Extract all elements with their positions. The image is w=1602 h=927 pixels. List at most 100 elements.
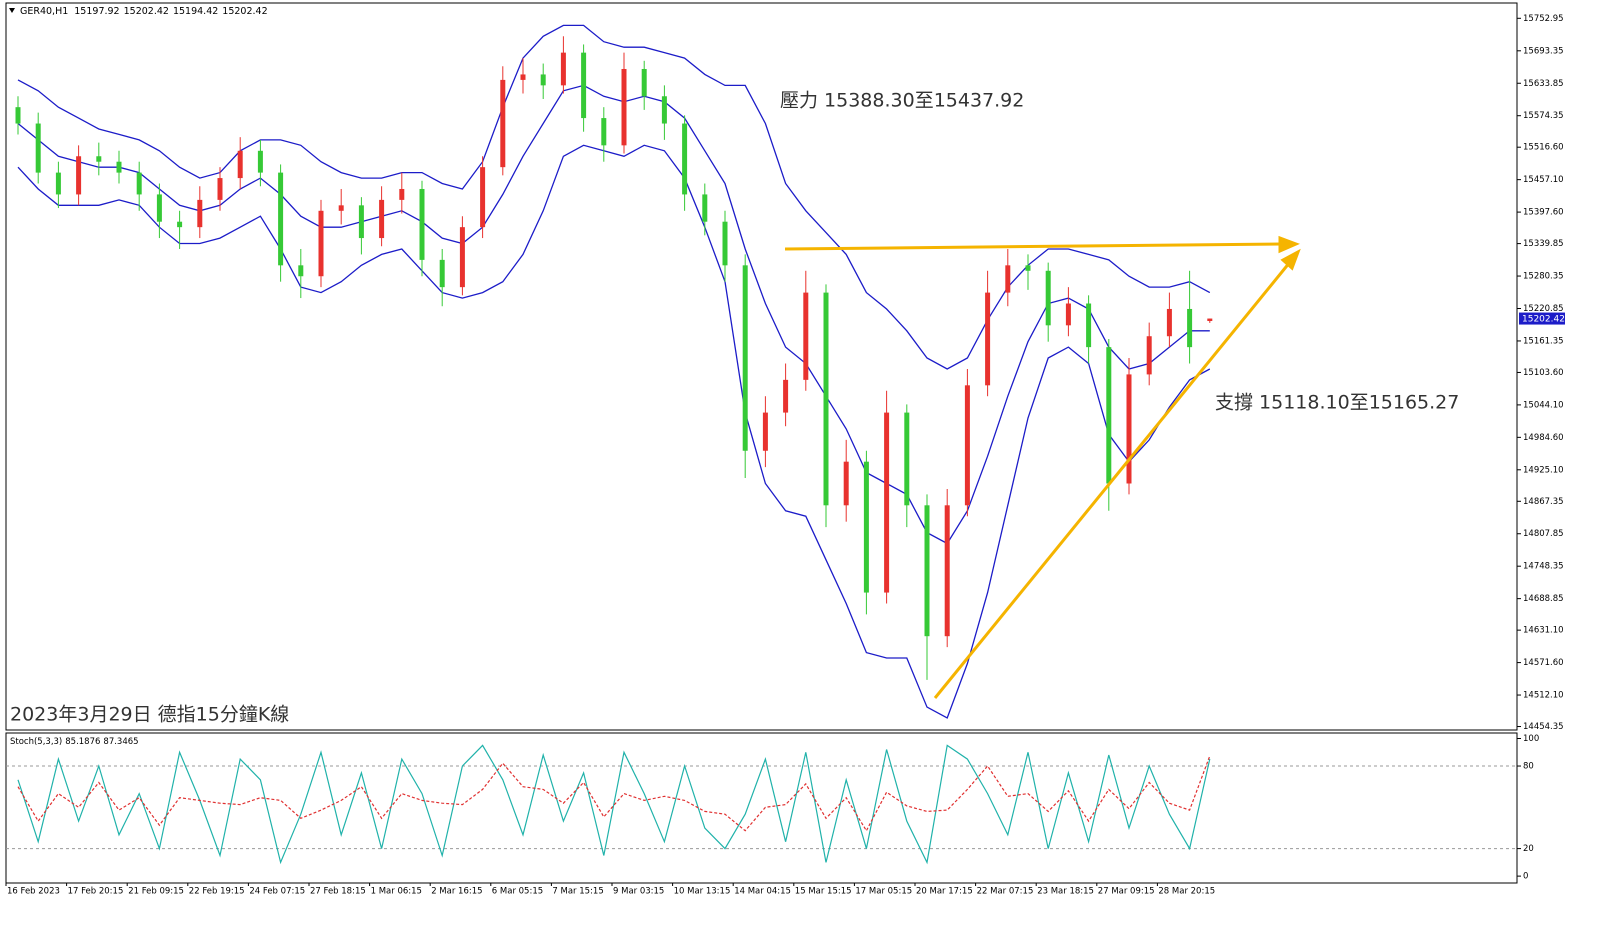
x-tick-label: 17 Mar 05:15 — [855, 887, 912, 897]
y-tick-label: 15574.35 — [1523, 111, 1564, 121]
candle-body — [702, 194, 708, 222]
y-tick-label: 14867.35 — [1523, 497, 1564, 507]
stoch-header: Stoch(5,3,3) 85.1876 87.3465 — [10, 737, 139, 747]
close: 15202.42 — [222, 6, 267, 17]
y-tick-label: 15693.35 — [1523, 46, 1564, 56]
arrow-head — [1280, 248, 1301, 271]
candle-body — [1045, 270, 1051, 326]
candle-body — [1207, 318, 1213, 322]
candle-body — [217, 178, 223, 200]
axes: 15752.95 15693.35 15633.85 15574.35 15516.60… — [5, 14, 1565, 897]
candle-body — [560, 52, 566, 86]
candle-body — [762, 412, 768, 451]
y-tick-label: 15280.35 — [1523, 272, 1564, 282]
candle-body — [197, 199, 203, 228]
x-tick-label: 1 Mar 06:15 — [371, 887, 422, 897]
x-tick-label: 28 Mar 20:15 — [1158, 887, 1215, 897]
x-tick-label: 6 Mar 05:15 — [492, 887, 543, 897]
y-tick-label: 14748.35 — [1523, 562, 1564, 572]
candle-body — [1187, 308, 1193, 348]
annotation: 壓力 15388.30至15437.92 — [780, 90, 1024, 112]
x-tick-label: 22 Mar 07:15 — [977, 887, 1034, 897]
arrow-head — [1278, 235, 1300, 254]
x-tick-label: 20 Mar 17:15 — [916, 887, 973, 897]
candle-body — [156, 194, 162, 222]
x-tick-label: 24 Feb 07:15 — [249, 887, 305, 897]
candle-body — [843, 461, 849, 506]
candle-body — [379, 199, 385, 239]
open: 15197.92 — [74, 6, 119, 17]
trendlines — [784, 235, 1301, 699]
candle-body — [1005, 265, 1011, 293]
x-tick-label: 2 Mar 16:15 — [431, 887, 482, 897]
candle-body — [237, 150, 243, 179]
candle-body — [298, 265, 304, 277]
candle-body — [601, 118, 607, 146]
candle-body — [783, 379, 789, 413]
candle-body — [338, 205, 344, 211]
candle-body — [136, 172, 142, 195]
candle-body — [76, 156, 82, 195]
band-line — [17, 144, 1211, 719]
y-tick-label: 15397.60 — [1523, 208, 1564, 218]
collapse-icon[interactable] — [9, 8, 15, 13]
x-tick-label: 7 Mar 15:15 — [552, 887, 603, 897]
y-tick-label: 14631.10 — [1523, 626, 1564, 636]
price-plot — [15, 24, 1213, 719]
y-tick-label: 14512.10 — [1523, 691, 1564, 701]
candle-body — [35, 123, 41, 173]
candle-body — [661, 96, 667, 124]
candle-body — [944, 505, 950, 637]
x-tick-label: 10 Mar 13:15 — [674, 887, 731, 897]
candle-body — [823, 292, 829, 506]
price-panel — [5, 2, 1518, 731]
candle-body — [278, 172, 284, 266]
candle-body — [55, 172, 61, 195]
candle-body — [884, 412, 890, 593]
y-tick-label: 15103.60 — [1523, 368, 1564, 378]
header: GER40,H1 15197.92 15202.42 15194.42 15202.42 — [20, 6, 268, 17]
y-tick-label: 14925.10 — [1523, 465, 1564, 475]
candle-body — [1146, 336, 1152, 375]
symbol: GER40,H1 — [20, 6, 68, 17]
candle-body — [1126, 374, 1132, 484]
support-line — [933, 261, 1292, 699]
candle-body — [177, 221, 183, 228]
y-tick-label: 15161.35 — [1523, 336, 1564, 346]
y-tick-label: 15339.85 — [1523, 239, 1564, 249]
y-tick-label: 100 — [1523, 734, 1539, 744]
y-tick-label: 15633.85 — [1523, 79, 1564, 89]
candle-body — [682, 123, 688, 195]
candle-body — [399, 188, 405, 200]
stoch-main: 85.1876 — [65, 737, 100, 747]
resistance-line — [784, 242, 1283, 251]
y-tick-label: 14807.85 — [1523, 529, 1564, 539]
annotation: 支撐 15118.10至15165.27 — [1215, 392, 1459, 414]
y-tick-label: 20 — [1523, 844, 1534, 854]
y-tick-label: 15044.10 — [1523, 400, 1564, 410]
band-line — [17, 24, 1211, 370]
x-tick-label: 27 Mar 09:15 — [1098, 887, 1155, 897]
candle-body — [641, 68, 647, 97]
price-box — [1519, 312, 1565, 325]
candle-body — [1166, 308, 1172, 337]
candle-body — [1086, 303, 1092, 348]
candle-body — [863, 461, 869, 593]
y-tick-label: 14688.85 — [1523, 594, 1564, 604]
x-tick-label: 17 Feb 20:15 — [68, 887, 124, 897]
candle-body — [621, 68, 627, 146]
y-tick-label: 15752.95 — [1523, 14, 1564, 24]
candle-body — [116, 161, 122, 173]
candle-body — [1025, 265, 1031, 271]
candle-body — [904, 412, 910, 506]
candle-body — [480, 167, 486, 228]
candle-body — [1065, 303, 1071, 326]
candle-body — [439, 259, 445, 288]
candle-body — [924, 505, 930, 637]
y-tick-label: 15516.60 — [1523, 143, 1564, 153]
y-tick-label: 15457.10 — [1523, 175, 1564, 185]
candle-body — [459, 227, 465, 288]
y-tick-label: 15220.85 — [1523, 304, 1564, 314]
stoch-title: Stoch(5,3,3) — [10, 737, 62, 747]
